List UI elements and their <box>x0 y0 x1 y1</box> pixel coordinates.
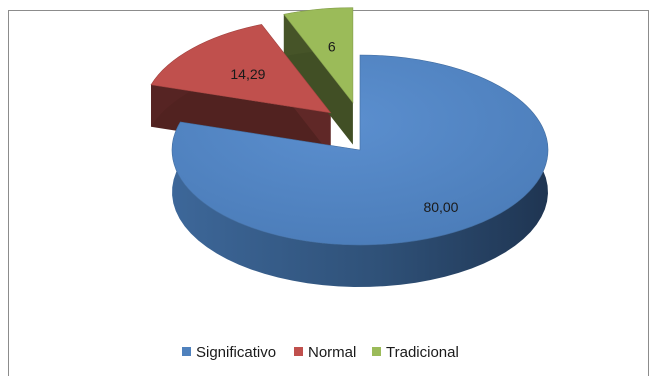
pie-tops <box>150 7 549 246</box>
pie-labels: 14,29 6 80,00 <box>230 39 458 215</box>
legend-label-normal: Normal <box>308 344 356 361</box>
pie-slice-significativo <box>171 54 549 246</box>
pie-slice-normal <box>150 24 332 114</box>
legend-label-tradicional: Tradicional <box>386 344 459 361</box>
legend: Significativo Normal Tradicional <box>182 344 459 361</box>
legend-swatch-normal <box>294 347 303 356</box>
data-label-tradicional: 6 <box>328 39 336 55</box>
data-label-significativo: 80,00 <box>423 199 458 215</box>
legend-swatch-tradicional <box>372 347 381 356</box>
data-label-normal: 14,29 <box>230 66 265 82</box>
legend-label-significativo: Significativo <box>196 344 276 361</box>
legend-swatch-significativo <box>182 347 191 356</box>
pie-slice-wall <box>151 84 331 155</box>
pie-slice-tradicional <box>283 7 354 104</box>
